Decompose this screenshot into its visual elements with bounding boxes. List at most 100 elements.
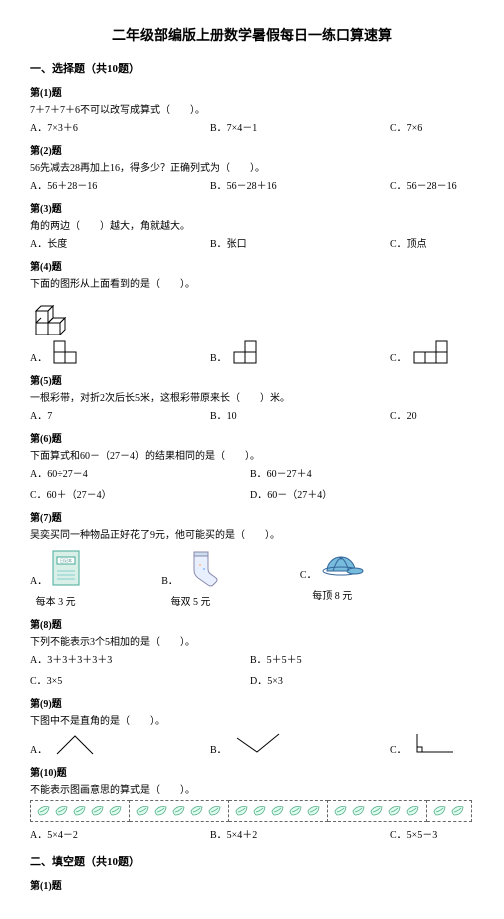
shape-a-icon	[53, 340, 89, 364]
leaf-icon	[153, 804, 169, 818]
q8-header: 第(8)题	[30, 616, 474, 631]
q6-opt-d: D．60－（27＋4）	[250, 486, 470, 501]
angle-b-icon	[233, 730, 283, 756]
leaf-icon	[369, 804, 385, 818]
q1-opt-b: B．7×4－1	[210, 119, 390, 134]
q3-text: 角的两边（ ）越大，角就越大。	[30, 217, 474, 232]
q5-options: A．7 B．10 C．20	[30, 407, 474, 422]
cube-stack-icon	[30, 293, 72, 335]
q10-figure	[30, 800, 474, 822]
q9-header: 第(9)题	[30, 695, 474, 710]
q10-header: 第(10)题	[30, 764, 474, 779]
q2-header: 第(2)题	[30, 142, 474, 157]
q1-opt-a: A．7×3＋6	[30, 119, 210, 134]
q6-opt-b: B．60－27＋4	[250, 465, 470, 480]
leaf-icon	[252, 804, 268, 818]
q6-text: 下面算式和60－（27－4）的结果相同的是（ ）。	[30, 447, 474, 462]
q10-text: 不能表示图画意思的算式是（ ）。	[30, 781, 474, 796]
q7-opt-b: B． 每双 5 元	[161, 545, 220, 608]
q4-opt-c: C．	[390, 340, 470, 364]
svg-text:日记本: 日记本	[60, 557, 72, 563]
q4-opt-a: A．	[30, 340, 210, 364]
shape-c-icon	[413, 340, 449, 364]
q8-options-1: A．3＋3＋3＋3＋3 B．5＋5＋5	[30, 651, 474, 666]
leaf-icon	[72, 804, 88, 818]
q10-group-4	[328, 800, 427, 822]
leaf-icon	[36, 804, 52, 818]
q7-opt-c: C． 每顶 8 元	[300, 545, 365, 608]
leaf-icon	[90, 804, 106, 818]
q2-text: 56先减去28再加上16，得多少？正确列式为（ ）。	[30, 159, 474, 174]
shape-b-icon	[233, 340, 269, 364]
q8-options-2: C．3×5 D．5×3	[30, 672, 474, 687]
q5-header: 第(5)题	[30, 372, 474, 387]
q8-opt-b: B．5＋5＋5	[250, 651, 470, 666]
q4-opt-b: B．	[210, 340, 390, 364]
q8-text: 下列不能表示3个5相加的是（ ）。	[30, 633, 474, 648]
q4-header: 第(4)题	[30, 258, 474, 273]
section-2-header: 二、填空题（共10题）	[30, 853, 474, 869]
q2-options: A．56＋28－16 B．56－28＋16 C．56－28－16	[30, 177, 474, 192]
q5-opt-c: C．20	[390, 407, 470, 422]
cap-icon	[321, 549, 365, 581]
leaf-icon	[351, 804, 367, 818]
q10-options: A．5×4－2 B．5×4＋2 C．5×5－3	[30, 826, 474, 841]
q10-group-5	[427, 800, 472, 822]
leaf-icon	[234, 804, 250, 818]
q2-opt-c: C．56－28－16	[390, 177, 470, 192]
q10-group-3	[229, 800, 328, 822]
q5-text: 一根彩带，对折2次后长5米，这根彩带原来长（ ）米。	[30, 389, 474, 404]
q3-header: 第(3)题	[30, 200, 474, 215]
q7-header: 第(7)题	[30, 509, 474, 524]
q3-opt-c: C．顶点	[390, 235, 470, 250]
leaf-icon	[207, 804, 223, 818]
q9-options: A． B． C．	[30, 730, 474, 756]
q9-opt-c: C．	[390, 730, 470, 756]
q5-opt-b: B．10	[210, 407, 390, 422]
q10-group-2	[130, 800, 229, 822]
q3-options: A．长度 B．张口 C．顶点	[30, 235, 474, 250]
q9-opt-a: A．	[30, 730, 210, 756]
leaf-icon	[288, 804, 304, 818]
q6-opt-c: C．60＋（27－4）	[30, 486, 250, 501]
leaf-icon	[387, 804, 403, 818]
leaf-icon	[135, 804, 151, 818]
q8-opt-d: D．5×3	[250, 672, 470, 687]
q3-opt-a: A．长度	[30, 235, 210, 250]
q3-opt-b: B．张口	[210, 235, 390, 250]
q10-group-1	[30, 800, 130, 822]
leaf-icon	[171, 804, 187, 818]
q6-opt-a: A．60÷27－4	[30, 465, 250, 480]
q6-header: 第(6)题	[30, 430, 474, 445]
q4-options: A． B． C．	[30, 340, 474, 364]
section-1-header: 一、选择题（共10题）	[30, 60, 474, 76]
leaf-icon	[333, 804, 349, 818]
q1-text: 7＋7＋7＋6不可以改写成算式（ ）。	[30, 101, 474, 116]
q10-opt-c: C．5×5－3	[390, 826, 470, 841]
q5-opt-a: A．7	[30, 407, 210, 422]
q2-opt-a: A．56＋28－16	[30, 177, 210, 192]
q8-opt-a: A．3＋3＋3＋3＋3	[30, 651, 250, 666]
angle-a-icon	[53, 730, 97, 756]
q1-opt-c: C．7×6	[390, 119, 470, 134]
leaf-icon	[306, 804, 322, 818]
q2-opt-b: B．56－28＋16	[210, 177, 390, 192]
q6-options-2: C．60＋（27－4） D．60－（27＋4）	[30, 486, 474, 501]
q7-text: 吴奕买同一种物品正好花了9元，他可能买的是（ ）。	[30, 526, 474, 541]
leaf-icon	[54, 804, 70, 818]
q7-opt-a: A． 日记本 每本 3 元	[30, 545, 81, 608]
q6-options-1: A．60÷27－4 B．60－27＋4	[30, 465, 474, 480]
q9-opt-b: B．	[210, 730, 390, 756]
s2-q1-header: 第(1)题	[30, 877, 474, 892]
notebook-icon: 日记本	[51, 549, 81, 587]
leaf-icon	[432, 804, 448, 818]
angle-c-icon	[413, 730, 457, 756]
leaf-icon	[450, 804, 466, 818]
q10-opt-b: B．5×4＋2	[210, 826, 390, 841]
q1-options: A．7×3＋6 B．7×4－1 C．7×6	[30, 119, 474, 134]
q8-opt-c: C．3×5	[30, 672, 250, 687]
leaf-icon	[189, 804, 205, 818]
leaf-icon	[405, 804, 421, 818]
q4-figure	[30, 293, 474, 338]
q7-options: A． 日记本 每本 3 元 B． 每双 5 元 C．	[30, 545, 474, 608]
